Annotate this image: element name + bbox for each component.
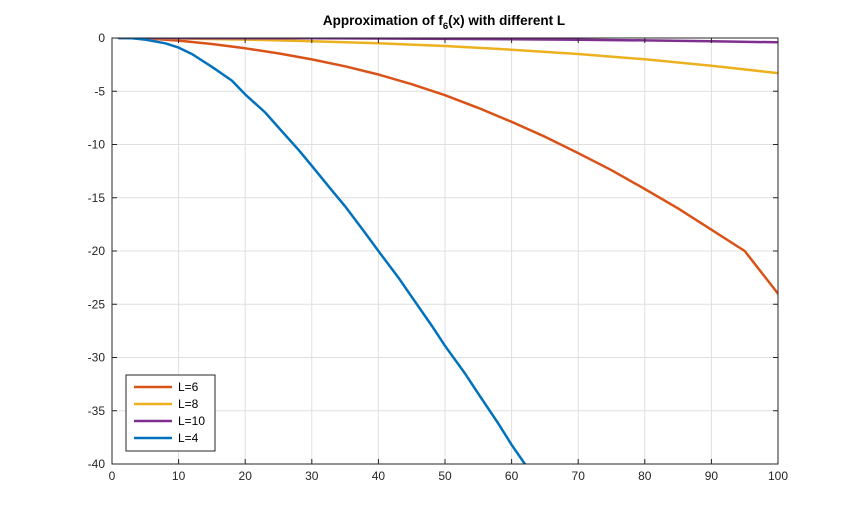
y-tick-label: -35 — [88, 404, 106, 418]
legend-label: L=8 — [178, 397, 199, 411]
x-tick-label: 10 — [172, 469, 186, 483]
x-tick-label: 20 — [239, 469, 253, 483]
x-tick-label: 40 — [372, 469, 386, 483]
x-tick-label: 0 — [109, 469, 116, 483]
y-tick-label: -15 — [88, 191, 106, 205]
x-tick-label: 90 — [705, 469, 719, 483]
y-tick-label: -40 — [88, 457, 106, 471]
y-tick-label: -30 — [88, 351, 106, 365]
y-tick-label: -20 — [88, 244, 106, 258]
y-tick-label: 0 — [98, 31, 105, 45]
y-tick-label: -25 — [88, 297, 106, 311]
x-tick-label: 50 — [438, 469, 452, 483]
x-tick-label: 100 — [768, 469, 788, 483]
legend-label: L=10 — [178, 414, 205, 428]
legend-label: L=6 — [178, 380, 199, 394]
series-lines — [117, 38, 778, 464]
y-tick-label: -5 — [94, 84, 105, 98]
axis-ticks: 0 10 20 30 40 50 60 70 80 90 100 0 -5 -10 -15 -20 -25 -30… — [88, 31, 789, 483]
legend: L=6 L=8 L=10 L=4 — [125, 374, 216, 452]
x-tick-label: 30 — [305, 469, 319, 483]
legend-label: L=4 — [178, 431, 199, 445]
x-tick-label: 60 — [505, 469, 519, 483]
series-line-l-6 — [117, 38, 778, 295]
x-tick-label: 70 — [572, 469, 586, 483]
y-tick-label: -10 — [88, 138, 106, 152]
x-tick-label: 80 — [638, 469, 652, 483]
chart-title: Approximation of f6(x) with different L — [323, 13, 565, 32]
series-line-l-4 — [117, 38, 527, 464]
